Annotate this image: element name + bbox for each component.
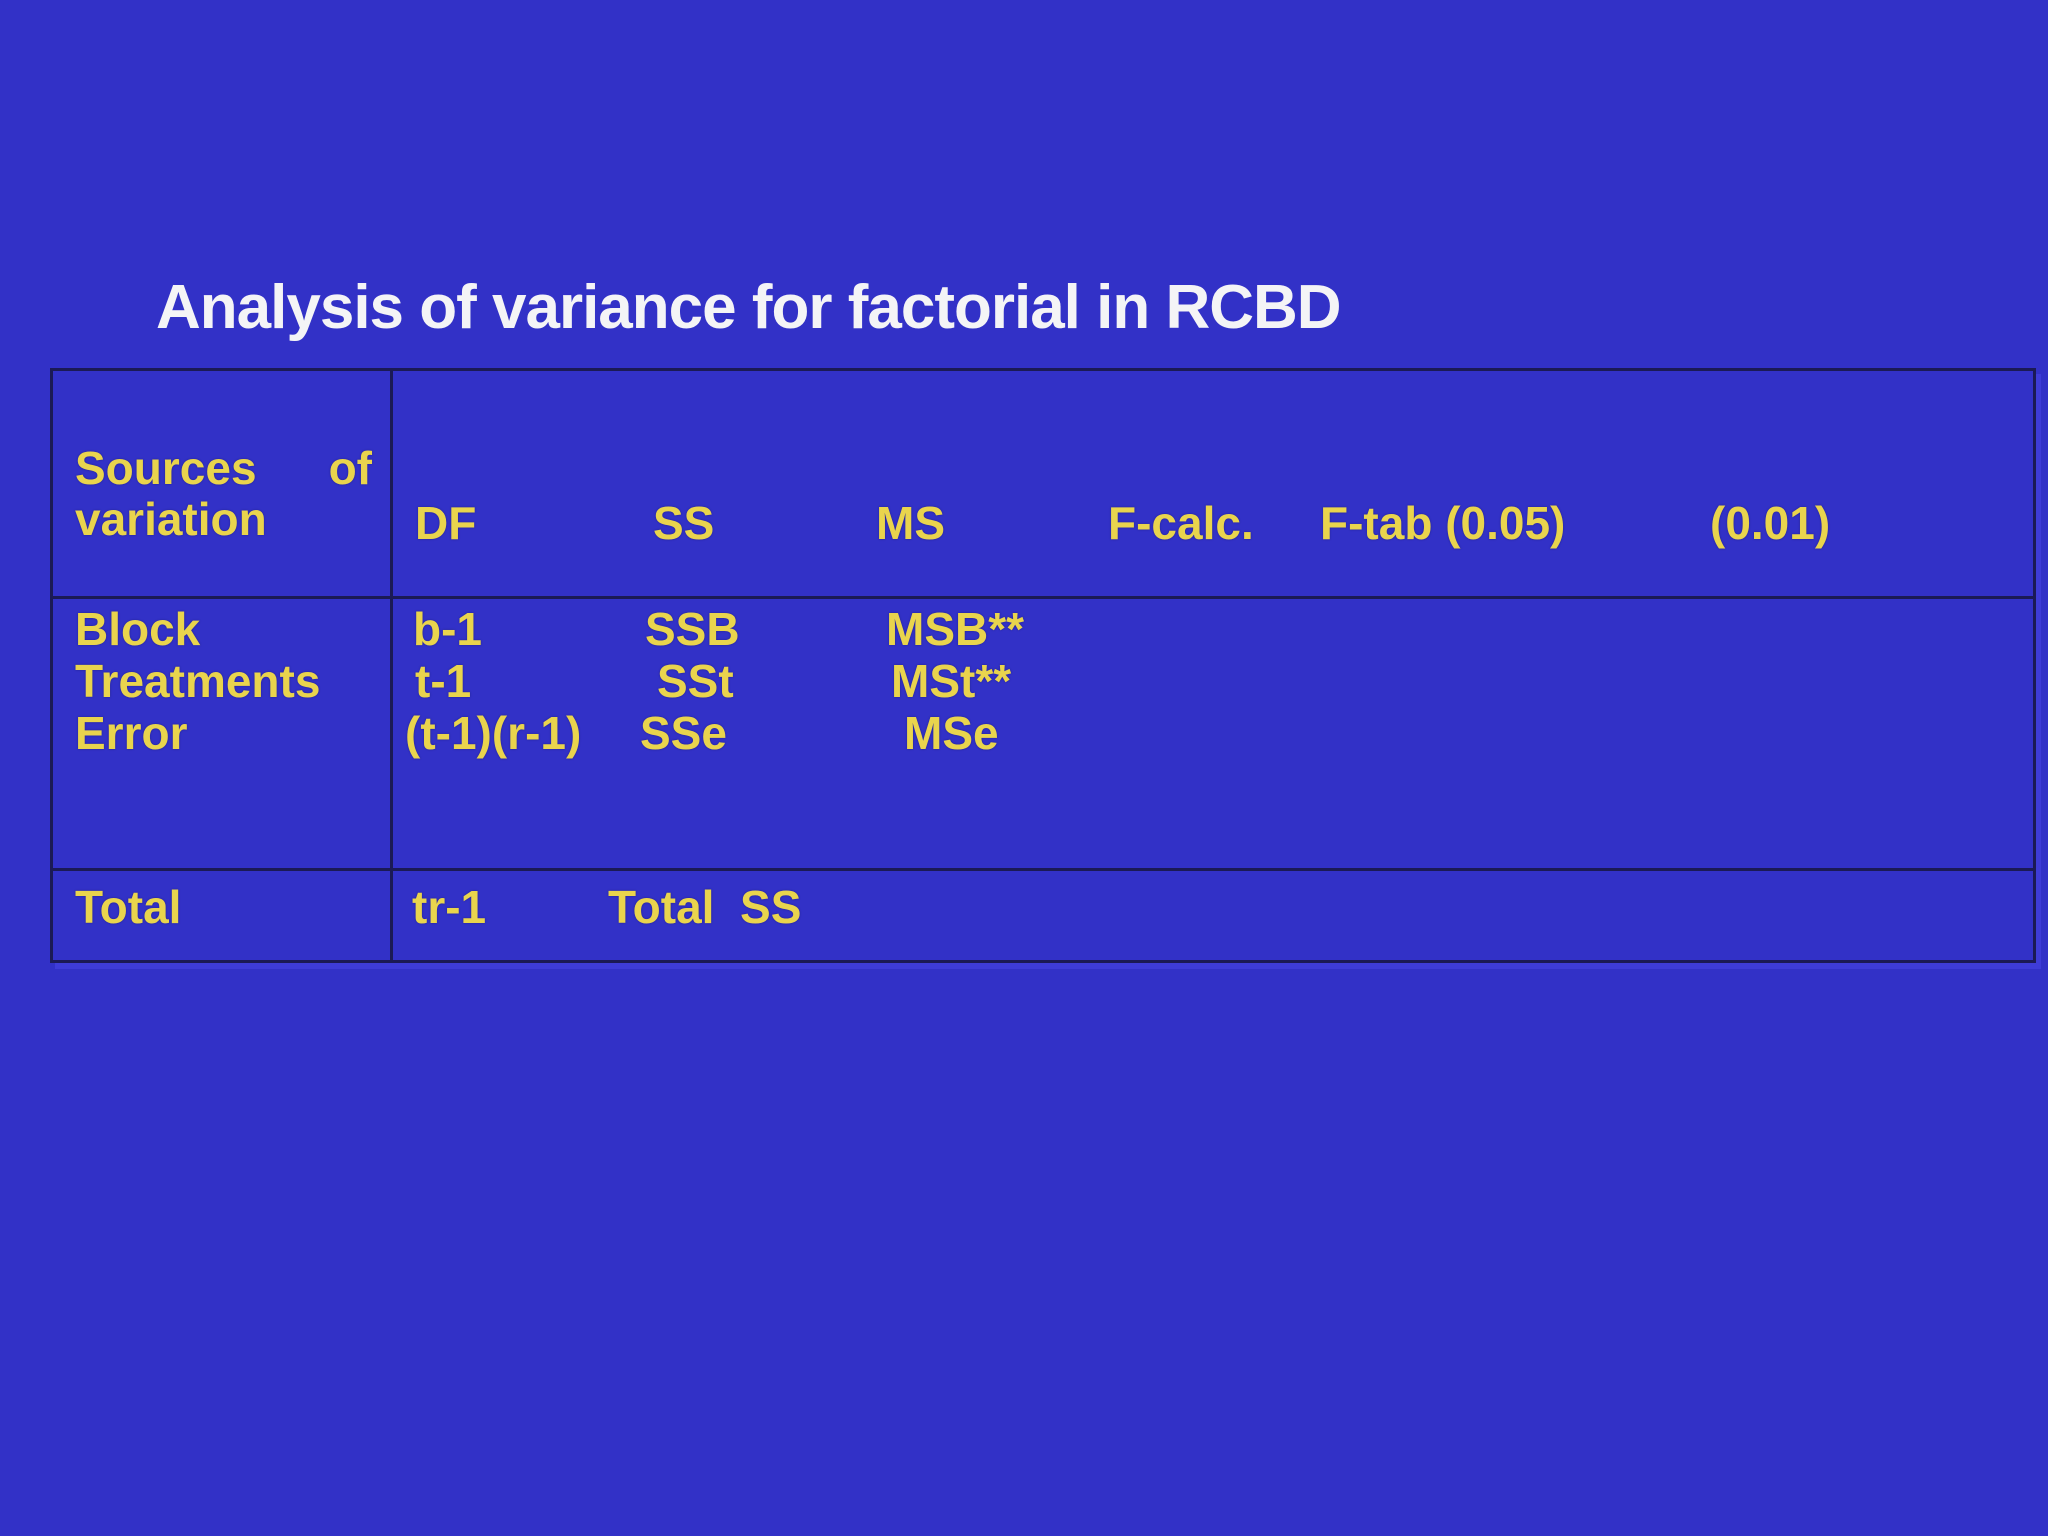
- table-total-divider: [53, 868, 2033, 871]
- row-block-ss: SSB: [645, 603, 740, 655]
- header-col-ss: SS: [653, 497, 715, 549]
- row-treatments-ss: SSt: [657, 655, 734, 707]
- header-of-word: of: [328, 442, 372, 494]
- row-total-source: Total: [75, 881, 182, 933]
- row-treatments-ms: MSt**: [891, 655, 1012, 707]
- header-col-ftab-001: (0.01): [1710, 497, 1831, 549]
- row-block-df: b-1: [413, 603, 482, 655]
- row-error-ss: SSe: [640, 707, 727, 759]
- header-col-df: DF: [415, 497, 477, 549]
- row-block-source: Block: [75, 603, 201, 655]
- header-col-fcalc: F-calc.: [1108, 497, 1254, 549]
- row-error-ms: MSe: [904, 707, 999, 759]
- row-error-df: (t-1)(r-1): [405, 707, 582, 759]
- header-col-ftab-005: F-tab (0.05): [1320, 497, 1566, 549]
- header-sources-of: Sources of: [75, 442, 372, 494]
- row-treatments-source: Treatments: [75, 655, 321, 707]
- slide-title: Analysis of variance for factorial in RC…: [156, 273, 1342, 342]
- header-sources-word: Sources: [75, 442, 257, 494]
- table-column-divider: [390, 371, 393, 960]
- anova-table: Sources of variation DF SS MS F-calc. F-…: [50, 368, 2036, 963]
- row-total-df: tr-1: [412, 881, 487, 933]
- row-treatments-df: t-1: [415, 655, 472, 707]
- row-error-source: Error: [75, 707, 188, 759]
- row-total-ss: Total SS: [608, 881, 802, 933]
- header-col-ms: MS: [876, 497, 945, 549]
- row-block-ms: MSB**: [886, 603, 1025, 655]
- table-header-divider: [53, 596, 2033, 599]
- header-variation: variation: [75, 493, 267, 545]
